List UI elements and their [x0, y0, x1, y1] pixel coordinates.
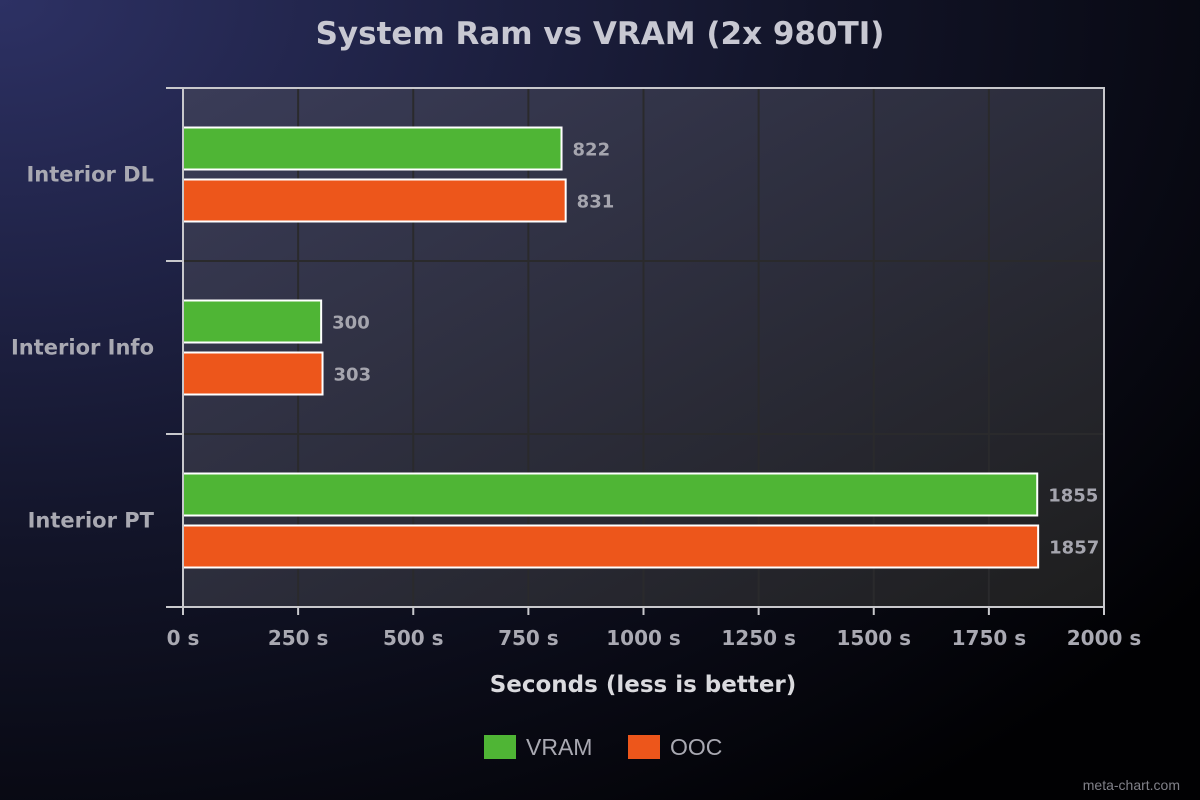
- bars: 822 831 300 303 1855 1857: [182, 126, 1099, 569]
- chart-title: System Ram vs VRAM (2x 980TI): [316, 16, 885, 52]
- data-label: 303: [334, 365, 372, 386]
- x-tick-label: 0 s: [167, 626, 200, 650]
- data-label: 300: [332, 313, 370, 334]
- x-tick-label: 2000 s: [1067, 626, 1142, 650]
- grid-lines: [183, 88, 1104, 607]
- axes: 0 s 250 s 500 s 750 s 1000 s 1250 s 1500 s 1750…: [11, 87, 1142, 650]
- x-tick-label: 1250 s: [721, 626, 796, 650]
- x-tick-label: 1500 s: [836, 626, 911, 650]
- legend-label-vram: VRAM: [526, 734, 592, 760]
- legend-swatch-vram: [484, 735, 516, 759]
- x-tick-label: 1750 s: [952, 626, 1027, 650]
- bar-vram-2: [182, 299, 323, 344]
- x-tick-label: 750 s: [498, 626, 559, 650]
- watermark: meta-chart.com: [1083, 777, 1180, 793]
- data-label: 1855: [1048, 486, 1098, 507]
- bar-ooc-2: [182, 351, 324, 396]
- data-label: 831: [577, 192, 615, 213]
- x-tick-label: 500 s: [383, 626, 444, 650]
- category-label: Interior Info: [11, 336, 154, 360]
- x-tick-label: 1000 s: [606, 626, 681, 650]
- data-label: 1857: [1049, 538, 1099, 559]
- x-axis-title: Seconds (less is better): [490, 672, 797, 698]
- category-label: Interior DL: [26, 163, 154, 187]
- data-label: 822: [573, 140, 611, 161]
- bar-vram-3: [182, 472, 1039, 517]
- legend-swatch-ooc: [628, 735, 660, 759]
- legend-label-ooc: OOC: [670, 734, 722, 760]
- bar-vram-1: [182, 126, 563, 171]
- bar-ooc-1: [182, 178, 567, 223]
- category-label: Interior PT: [28, 509, 155, 533]
- bar-ooc-3: [182, 524, 1040, 569]
- x-tick-label: 250 s: [268, 626, 329, 650]
- legend: VRAM OOC: [484, 734, 722, 760]
